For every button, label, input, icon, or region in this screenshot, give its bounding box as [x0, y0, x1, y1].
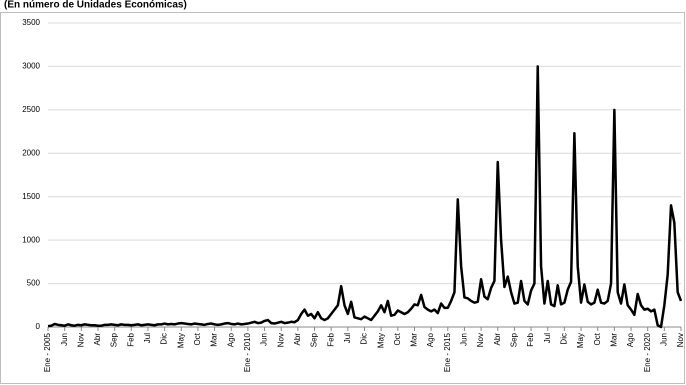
y-tick-label: 0	[36, 322, 41, 331]
y-tick-label: 2000	[22, 148, 40, 157]
x-tick-label: Feb	[326, 332, 335, 346]
x-tick-label: Ago	[626, 332, 635, 347]
x-tick-label: Dic	[560, 333, 569, 345]
x-tick-label: Abr	[493, 333, 502, 346]
y-tick-label: 3500	[22, 18, 40, 27]
x-tick-label: Jun	[659, 333, 668, 346]
x-tick-label: Dic	[160, 333, 169, 345]
x-tick-label: Nov	[76, 333, 85, 347]
x-tick-label: Abr	[93, 333, 102, 346]
x-tick-label: May	[176, 333, 185, 348]
x-tick-label: Sep	[510, 332, 519, 347]
x-tick-label: Ago	[426, 332, 435, 347]
y-tick-label: 500	[27, 279, 41, 288]
x-tick-label: Jun	[260, 333, 269, 346]
x-tick-label: Ene - 2010	[243, 332, 252, 372]
x-tick-label: Jul	[143, 333, 152, 343]
x-tick-label: Mar	[410, 333, 419, 347]
chart-title: (En número de Unidades Económicas)	[4, 0, 187, 11]
y-tick-label: 1000	[22, 235, 40, 244]
x-tick-label: Jul	[343, 333, 352, 343]
x-tick-label: Abr	[293, 333, 302, 346]
y-tick-label: 3000	[22, 62, 40, 71]
chart-border	[0, 12, 685, 384]
x-tick-label: May	[376, 333, 385, 348]
x-tick-label: Jun	[60, 333, 69, 346]
line-series	[47, 65, 683, 329]
x-tick-label: Nov	[276, 333, 285, 347]
x-tick-label: Mar	[210, 333, 219, 347]
x-tick-label: Ago	[226, 332, 235, 347]
x-tick-label: Oct	[593, 332, 602, 345]
x-tick-label: Feb	[526, 332, 535, 346]
y-tick-label: 1500	[22, 192, 40, 201]
x-tick-label: Ene - 2015	[443, 332, 452, 372]
x-tick-label: Oct	[193, 332, 202, 345]
x-tick-label: Mar	[609, 333, 618, 347]
y-tick-label: 2500	[22, 105, 40, 114]
x-tick-label: Oct	[393, 332, 402, 345]
x-tick-label: May	[576, 333, 585, 348]
x-tick-label: Ene - 2005	[43, 332, 52, 372]
x-tick-label: Dic	[360, 333, 369, 345]
x-tick-label: Feb	[126, 332, 135, 346]
x-tick-label: Sep	[310, 332, 319, 347]
x-tick-label: Ene - 2020	[643, 332, 652, 372]
x-tick-label: Nov	[476, 333, 485, 347]
x-tick-label: Nov	[676, 333, 685, 347]
x-tick-label: Jun	[460, 333, 469, 346]
x-tick-label: Jul	[543, 333, 552, 343]
x-tick-label: Sep	[110, 332, 119, 347]
